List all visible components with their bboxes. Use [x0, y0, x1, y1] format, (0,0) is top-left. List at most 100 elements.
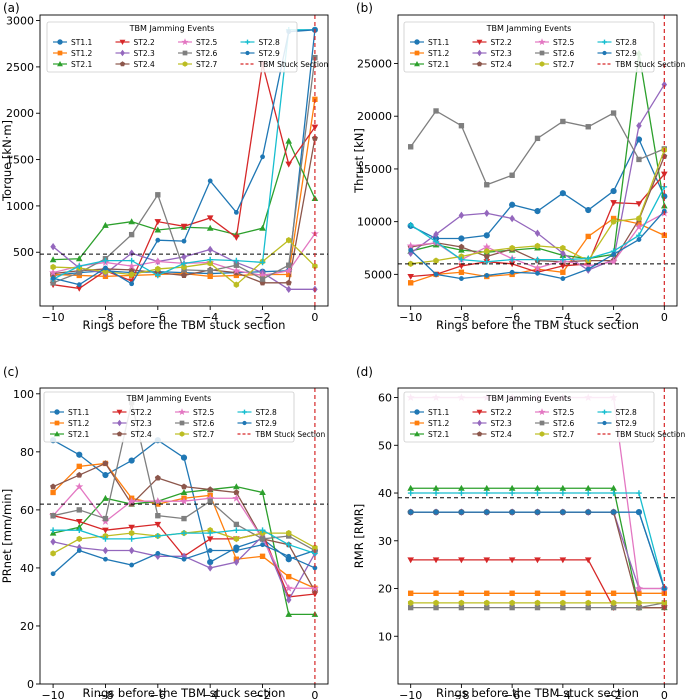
legend-label: ST1.2: [71, 49, 92, 58]
legend-label: ST2.6: [196, 49, 217, 58]
data-point: [534, 490, 541, 496]
data-point: [233, 209, 239, 215]
data-point: [534, 590, 541, 596]
data-point: [560, 590, 566, 596]
data-point: [407, 260, 414, 267]
data-point: [585, 124, 591, 130]
data-point: [584, 557, 592, 564]
series-line: [410, 511, 665, 590]
data-point: [128, 536, 135, 542]
series-st1.2: [50, 96, 318, 280]
legend-label: ST2.3: [134, 49, 155, 58]
series-st2.8: [407, 184, 668, 265]
x-tick-label: −10: [399, 689, 422, 699]
data-point: [102, 471, 109, 479]
data-point: [259, 527, 266, 533]
legend-label: ST2.1: [71, 60, 92, 69]
data-point: [233, 535, 240, 543]
data-point: [483, 557, 491, 564]
data-point: [102, 536, 109, 542]
y-tick-label: 1000: [6, 200, 34, 213]
legend-item: ST2.5: [178, 38, 217, 47]
legend-item: ST2.6: [178, 49, 217, 58]
chart-panel: (b) −10 −8 −6 −4 −2 0 5000 10000 15000 20000 25000 R…: [352, 1, 685, 332]
data-point: [102, 546, 109, 555]
data-point: [636, 599, 642, 606]
legend-item: ST1.2: [53, 49, 92, 58]
x-tick-label: −2: [254, 689, 270, 699]
data-point: [509, 599, 515, 606]
chart-panel: (c) −10 −8 −6 −4 −2 0 0 20 40 60 80 100 Rings before …: [0, 365, 329, 699]
x-tick-label: 0: [311, 311, 318, 324]
data-point: [207, 245, 213, 254]
legend-item: ST2.7: [175, 430, 214, 439]
legend-item: ST1.1: [410, 408, 449, 417]
series-st2.8: [407, 490, 668, 592]
data-point: [76, 527, 83, 533]
legend-marker: [57, 50, 63, 56]
data-point: [484, 509, 490, 515]
data-point: [483, 232, 490, 239]
data-point: [610, 590, 617, 596]
legend-label: ST2.5: [553, 38, 574, 47]
data-point: [233, 262, 240, 268]
data-point: [484, 182, 490, 188]
legend-item: ST2.1: [410, 60, 449, 69]
legend-title: TBM Jamming Events: [126, 394, 212, 403]
y-axis-label: RMR [RMR]: [352, 504, 366, 568]
plot-frame: [397, 14, 678, 307]
x-tick-label: −4: [202, 689, 218, 699]
series-st1.1: [407, 136, 668, 242]
legend-label: ST2.7: [193, 430, 214, 439]
data-point: [103, 265, 108, 271]
data-point: [458, 246, 465, 253]
data-point: [509, 269, 515, 275]
data-point: [433, 271, 439, 277]
y-tick-label: 60: [378, 392, 392, 405]
data-point: [560, 490, 566, 496]
x-tick-label: −4: [202, 311, 218, 324]
data-point: [408, 144, 414, 150]
data-point: [233, 234, 240, 241]
data-point: [458, 557, 465, 564]
data-point: [458, 256, 465, 263]
y-tick-label: 2500: [6, 61, 34, 74]
y-tick-label: 20: [20, 620, 34, 633]
data-point: [76, 451, 83, 458]
data-point: [286, 262, 292, 268]
legend-marker: [178, 408, 186, 416]
legend-marker: [602, 50, 607, 56]
y-tick-label: 500: [13, 246, 34, 259]
data-point: [407, 490, 414, 496]
data-point: [102, 221, 109, 228]
legend-marker: [54, 430, 60, 437]
data-point: [484, 599, 490, 606]
legend-label: ST2.1: [428, 60, 449, 69]
data-point: [509, 214, 515, 223]
data-point: [181, 530, 187, 536]
data-point: [155, 237, 161, 243]
data-point: [155, 551, 161, 556]
plot-frame: [39, 387, 329, 685]
legend-item: ST1.2: [410, 49, 449, 58]
y-tick-label: 20000: [357, 110, 392, 123]
data-point: [560, 509, 566, 515]
data-point: [50, 550, 56, 557]
data-point: [585, 266, 591, 272]
panel-label: (d): [356, 365, 373, 379]
data-point: [50, 489, 56, 496]
series-st2.6: [408, 600, 667, 611]
legend-label: ST1.1: [428, 38, 449, 47]
series-st2.1: [407, 49, 668, 262]
data-point: [636, 509, 642, 515]
legend-item: ST2.9: [597, 419, 637, 428]
legend-marker: [539, 61, 545, 67]
data-point: [155, 533, 161, 539]
series-st2.6: [50, 399, 318, 554]
data-point: [155, 513, 161, 519]
data-point: [433, 509, 439, 515]
legend-item: ST2.5: [175, 408, 214, 417]
legend-label: TBM Stuck Section: [258, 60, 329, 69]
data-point: [50, 242, 56, 251]
legend-label: ST2.6: [553, 49, 574, 58]
